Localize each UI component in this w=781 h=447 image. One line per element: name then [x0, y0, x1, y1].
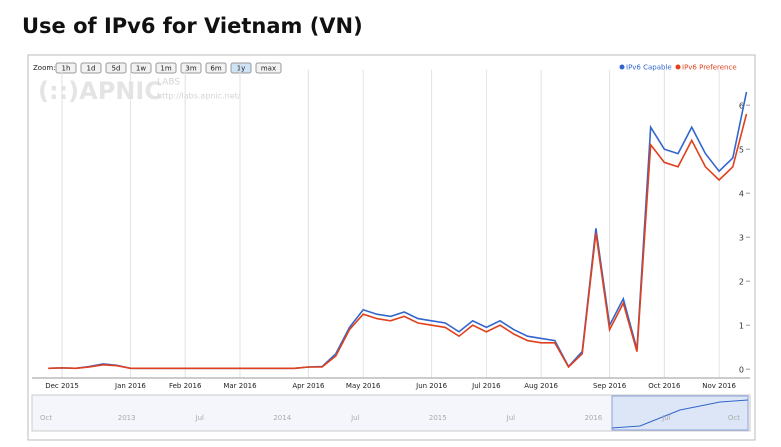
y-tick-label: 4	[739, 190, 744, 199]
zoom-button-label[interactable]: 1m	[160, 65, 171, 73]
navigator-line	[611, 399, 749, 429]
zoom-button[interactable]	[80, 62, 102, 74]
zoom-button-label[interactable]: 1h	[62, 65, 71, 73]
zoom-button[interactable]	[155, 62, 177, 74]
x-tick-label: Jun 2016	[415, 382, 448, 390]
watermark-url: http://labs.apnic.net/	[157, 92, 241, 101]
x-tick-label: May 2016	[346, 382, 381, 390]
zoom-button[interactable]	[180, 62, 202, 74]
navigator-label: Oct	[40, 414, 52, 422]
zoom-button[interactable]	[105, 62, 127, 74]
x-tick-label: Jan 2016	[114, 382, 146, 390]
zoom-button[interactable]	[255, 62, 282, 74]
y-tick-label: 0	[739, 366, 744, 375]
x-tick-label: Jul 2016	[471, 382, 501, 390]
zoom-button-label[interactable]: 1w	[136, 65, 146, 73]
navigator-label: Oct	[728, 414, 740, 422]
zoom-button[interactable]	[230, 62, 252, 74]
x-tick-label: Oct 2016	[648, 382, 681, 390]
y-tick-label: 6	[739, 102, 744, 111]
x-tick-label: Dec 2015	[45, 382, 79, 390]
x-tick-label: Apr 2016	[292, 382, 325, 390]
zoom-button-label[interactable]: 6m	[210, 65, 221, 73]
watermark-labs: LABS	[157, 78, 180, 88]
zoom-button[interactable]	[205, 62, 227, 74]
zoom-button-label[interactable]: 1y	[237, 65, 246, 73]
zoom-button[interactable]	[55, 62, 77, 74]
series-line	[48, 113, 748, 370]
navigator-label: Jul	[661, 414, 671, 422]
x-tick-label: Sep 2016	[593, 382, 627, 390]
navigator-label: Jul	[195, 414, 205, 422]
legend-label[interactable]: IPv6 Capable	[626, 64, 672, 72]
chart-frame	[27, 54, 756, 441]
y-tick-label: 1	[739, 322, 744, 331]
legend-marker[interactable]	[619, 64, 625, 70]
navigator-label: 2014	[273, 414, 291, 422]
x-tick-label: Mar 2016	[223, 382, 257, 390]
x-tick-label: Aug 2016	[524, 382, 558, 390]
zoom-button-label[interactable]: 3m	[185, 65, 196, 73]
zoom-label: Zoom:	[33, 64, 56, 72]
navigator-label: 2016	[584, 414, 602, 422]
zoom-button-label[interactable]: 1d	[87, 65, 96, 73]
navigator-label: 2015	[429, 414, 447, 422]
navigator-label: Jul	[350, 414, 360, 422]
legend-marker[interactable]	[675, 64, 681, 70]
zoom-button[interactable]	[130, 62, 152, 74]
zoom-button-label[interactable]: max	[261, 65, 276, 73]
x-tick-label: Nov 2016	[702, 382, 736, 390]
y-tick-label: 2	[739, 278, 744, 287]
legend-label[interactable]: IPv6 Preference	[682, 64, 737, 72]
navigator-label: 2013	[118, 414, 136, 422]
navigator-label: Jul	[506, 414, 516, 422]
y-tick-label: 5	[739, 146, 744, 155]
x-tick-label: Feb 2016	[169, 382, 202, 390]
zoom-button-label[interactable]: 5d	[112, 65, 121, 73]
page-title: Use of IPv6 for Vietnam (VN)	[22, 14, 363, 38]
y-tick-label: 3	[739, 234, 744, 243]
watermark-logo: (::)APNIC	[38, 77, 162, 105]
